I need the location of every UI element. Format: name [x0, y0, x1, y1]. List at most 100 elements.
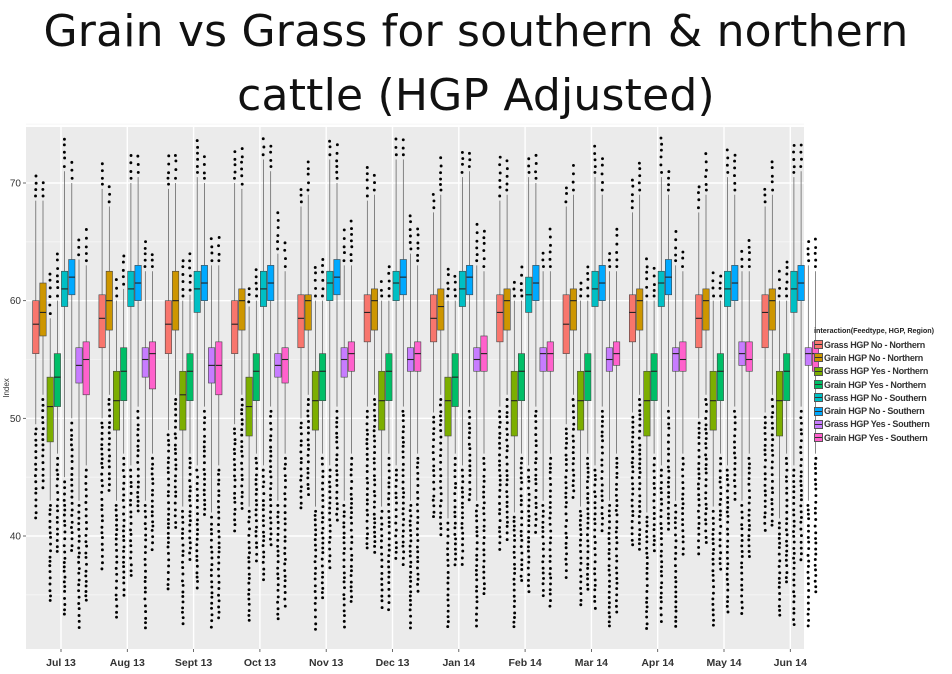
outlier-point [77, 589, 81, 593]
outlier-point [579, 538, 582, 542]
outlier-point [608, 503, 612, 507]
outlier-point [63, 480, 67, 484]
outlier-point [785, 260, 789, 264]
outlier-point [799, 493, 803, 497]
outlier-point [166, 526, 170, 530]
outlier-point [233, 452, 237, 456]
legend-key [814, 393, 823, 403]
outlier-point [136, 409, 140, 413]
outlier-point [144, 240, 147, 244]
outlier-point [84, 259, 88, 263]
outlier-point [681, 502, 685, 506]
outlier-point [276, 211, 280, 215]
outlier-point [615, 541, 619, 545]
outlier-point [806, 576, 810, 580]
outlier-point [276, 526, 280, 530]
outlier-point [432, 415, 436, 419]
outlier-point [108, 192, 112, 196]
outlier-point [108, 414, 112, 418]
outlier-point [313, 513, 317, 517]
outlier-point [600, 529, 604, 533]
outlier-point [586, 572, 589, 576]
outlier-point [217, 610, 221, 614]
outlier-point [607, 258, 611, 262]
outlier-point [468, 492, 472, 496]
outlier-point [674, 526, 677, 530]
outlier-point [771, 404, 775, 408]
outlier-point [565, 536, 569, 540]
outlier-point [519, 545, 523, 548]
outlier-point [454, 537, 458, 541]
outlier-point [114, 533, 118, 536]
outlier-point [55, 527, 59, 531]
outlier-point [792, 546, 796, 550]
outlier-point [195, 575, 199, 579]
outlier-point [571, 180, 575, 184]
outlier-point [151, 456, 154, 460]
outlier-point [129, 176, 133, 180]
outlier-point [548, 466, 552, 470]
outlier-point [41, 479, 45, 483]
outlier-point [711, 537, 715, 541]
outlier-points [33, 136, 818, 631]
outlier-point [659, 569, 663, 573]
outlier-point [593, 495, 597, 499]
outlier-point [461, 162, 464, 166]
outlier-point [541, 503, 545, 507]
legend-item: Grain HGP No - Southern [814, 404, 950, 417]
outlier-point [254, 513, 258, 517]
outlier-point [416, 477, 420, 481]
outlier-point [188, 536, 192, 540]
outlier-point [255, 467, 259, 471]
outlier-point [807, 540, 811, 544]
outlier-point [726, 527, 729, 531]
outlier-point [784, 528, 788, 532]
outlier-point [55, 520, 59, 524]
outlier-point [210, 532, 213, 536]
outlier-point [320, 531, 324, 535]
outlier-point [181, 595, 185, 598]
outlier-point [733, 153, 737, 157]
outlier-point [349, 516, 353, 520]
outlier-point [586, 462, 590, 466]
outlier-point [181, 590, 185, 594]
outlier-point [34, 188, 38, 192]
outlier-point [763, 193, 767, 197]
outlier-point [173, 443, 177, 447]
outlier-point [785, 580, 788, 584]
outlier-point [41, 486, 45, 490]
outlier-point [210, 591, 214, 595]
outlier-point [718, 518, 722, 521]
outlier-point [645, 610, 648, 613]
outlier-point [387, 594, 391, 598]
outlier-point [770, 166, 774, 170]
outlier-point [143, 246, 147, 250]
outlier-point [572, 457, 576, 460]
outlier-point [711, 279, 715, 283]
outlier-point [84, 551, 88, 555]
outlier-point [674, 585, 678, 589]
outlier-point [107, 472, 111, 476]
outlier-point [726, 500, 730, 504]
outlier-point [453, 547, 457, 551]
outlier-point [416, 515, 420, 519]
outlier-point [453, 526, 457, 530]
outlier-point [151, 535, 155, 539]
outlier-point [195, 549, 199, 553]
outlier-point [446, 598, 450, 602]
outlier-point [770, 448, 774, 452]
outlier-point [181, 527, 185, 531]
outlier-point [681, 529, 685, 533]
outlier-point [468, 473, 472, 477]
outlier-point [593, 490, 597, 494]
outlier-point [799, 474, 803, 478]
outlier-point [586, 577, 590, 581]
outlier-point [320, 564, 324, 568]
outlier-point [498, 512, 502, 516]
outlier-point [349, 589, 353, 593]
outlier-point [335, 453, 339, 457]
outlier-point [254, 498, 258, 502]
outlier-point [335, 435, 339, 439]
outlier-point [600, 163, 604, 167]
outlier-point [578, 523, 582, 527]
